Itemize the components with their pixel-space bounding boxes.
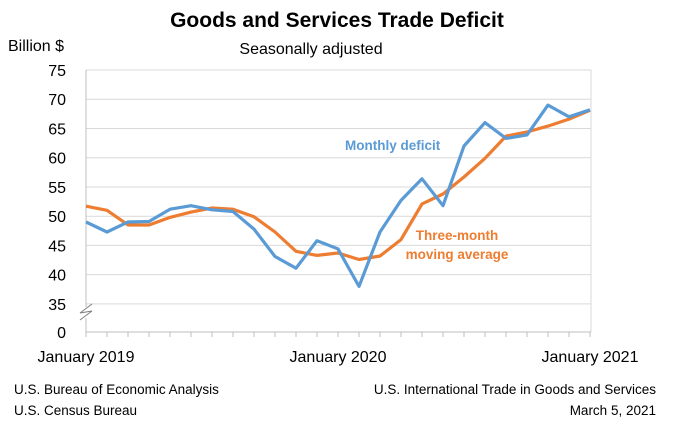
y-tick-label-50: 50 <box>48 209 66 226</box>
y-tick-label-45: 45 <box>48 238 66 255</box>
x-tick-label-jan-2020: January 2020 <box>290 349 387 366</box>
x-tick-label-jan-2019: January 2019 <box>38 349 135 366</box>
footer-source-census: U.S. Census Bureau <box>14 403 137 418</box>
footer-release-date: March 5, 2021 <box>570 403 656 418</box>
y-tick-label-65: 65 <box>48 121 66 138</box>
axis-break-mark <box>79 303 93 321</box>
footer-report-title: U.S. International Trade in Goods and Se… <box>374 382 656 397</box>
chart-subtitle: Seasonally adjusted <box>239 41 382 58</box>
series-lines <box>85 103 591 288</box>
footer-source-bea: U.S. Bureau of Economic Analysis <box>14 382 219 397</box>
y-tick-label-35: 35 <box>48 297 66 314</box>
series-line-three-month-moving-average <box>85 108 591 262</box>
chart-title: Goods and Services Trade Deficit <box>170 9 504 32</box>
series-line-monthly-deficit <box>85 103 591 288</box>
moving-average-label-line1: Three-month <box>416 228 499 243</box>
y-tick-label-60: 60 <box>48 151 66 168</box>
y-axis-unit-label: Billion $ <box>8 38 64 55</box>
y-tick-label-75: 75 <box>48 63 66 80</box>
moving-average-label-line2: moving average <box>406 247 509 262</box>
gridlines <box>86 69 591 305</box>
y-tick-label-70: 70 <box>48 92 66 109</box>
y-tick-label-55: 55 <box>48 180 66 197</box>
y-tick-label-0: 0 <box>57 325 66 342</box>
y-tick-labels: 0 35 40 45 50 55 60 65 70 75 <box>48 63 66 342</box>
y-tick-label-40: 40 <box>48 268 66 285</box>
x-tick-label-jan-2021: January 2021 <box>542 349 639 366</box>
monthly-deficit-label: Monthly deficit <box>345 138 441 153</box>
plot-frame <box>79 69 592 333</box>
x-axis-ticks <box>85 332 591 337</box>
